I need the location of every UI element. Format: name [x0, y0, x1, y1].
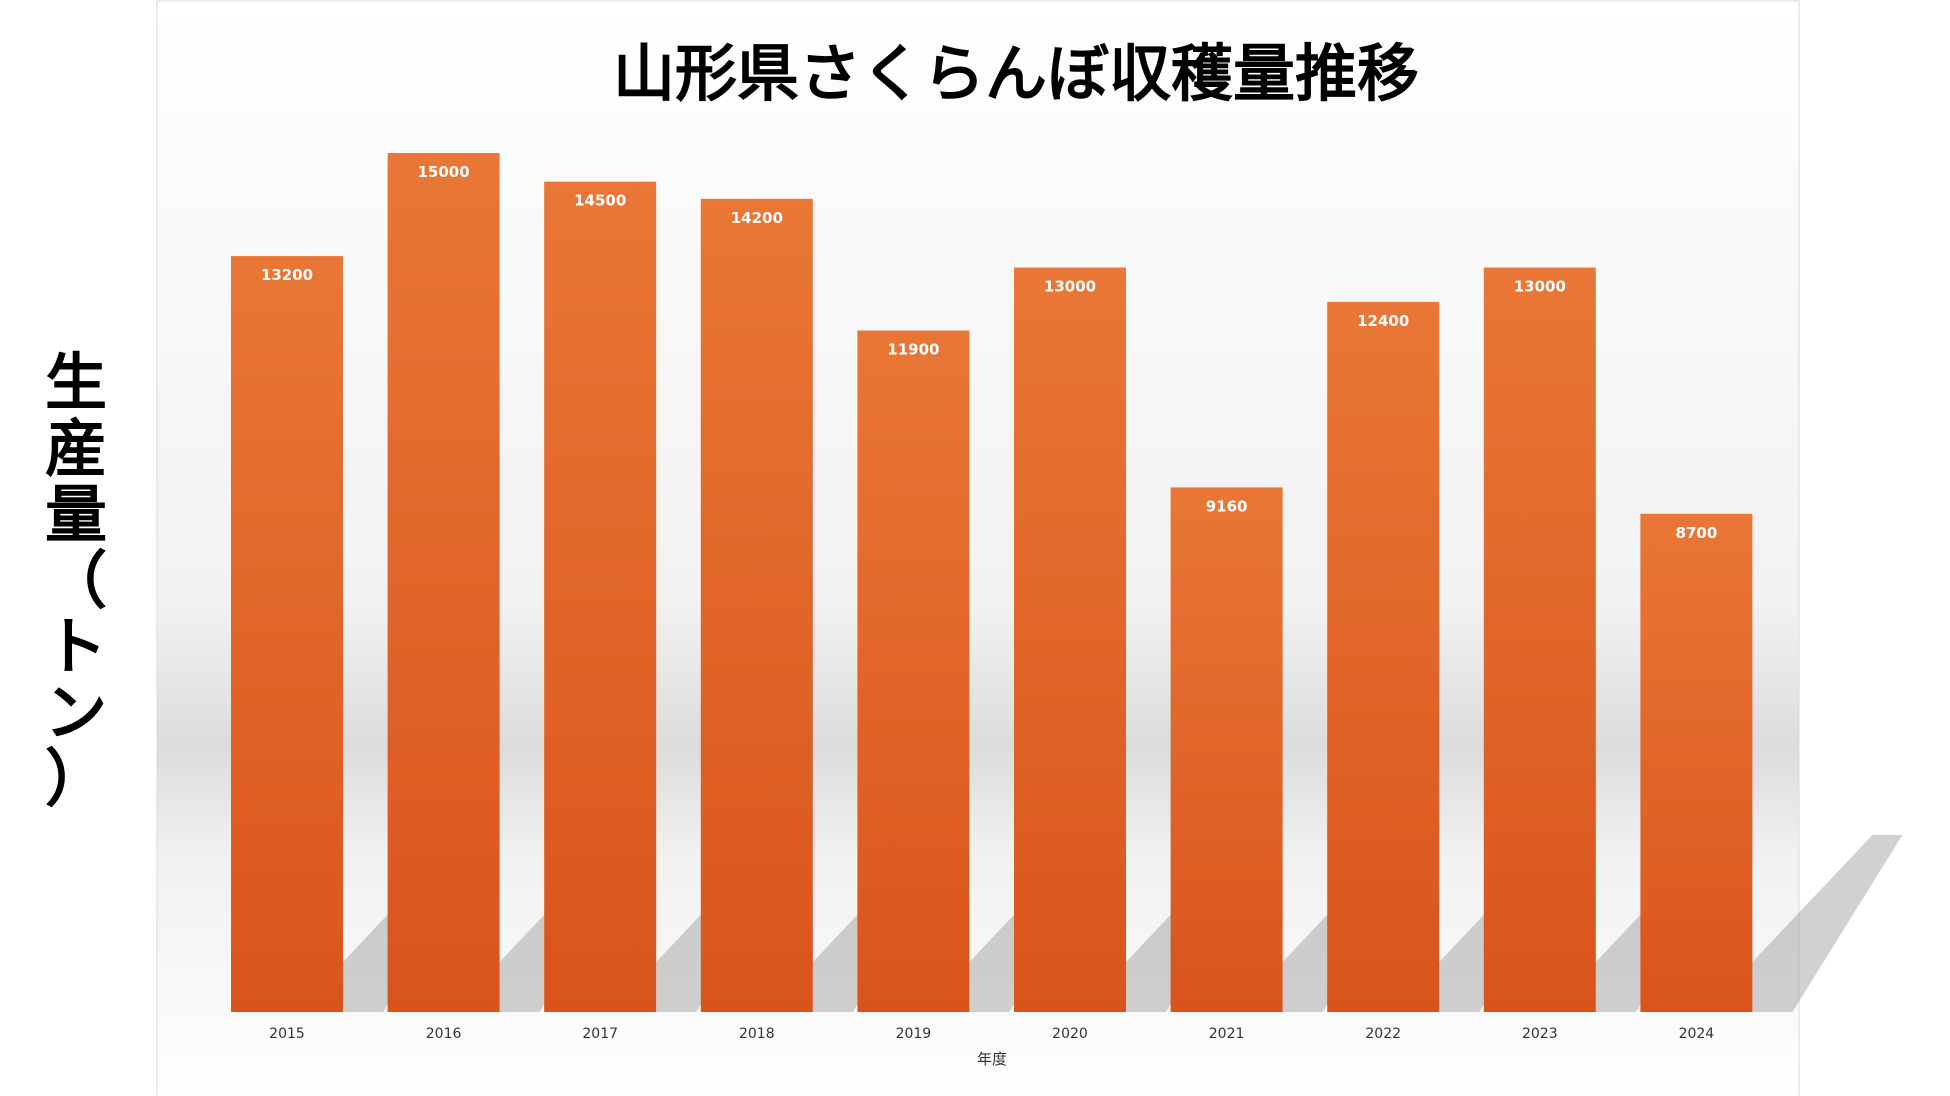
x-tick-2023: 2023 [1522, 1026, 1558, 1042]
value-label-2019: 11900 [887, 341, 939, 359]
y-axis-label-char: ン [44, 676, 107, 749]
value-label-2018: 14200 [731, 209, 783, 227]
x-tick-2022: 2022 [1365, 1026, 1401, 1042]
value-label-2021: 9160 [1206, 497, 1248, 515]
bar-2024 [1640, 513, 1753, 1012]
x-tick-2021: 2021 [1209, 1026, 1245, 1042]
value-label-2024: 8700 [1676, 524, 1718, 542]
x-tick-labels: 2015 2016 2017 2018 2019 2020 2021 2022 2023 2024 [269, 1026, 1714, 1042]
bar-2017 [544, 181, 657, 1013]
y-axis-label-char: 生 [44, 346, 107, 419]
y-axis-label: 生産量（トン） [36, 350, 116, 812]
y-axis-label-char: ト [44, 610, 107, 683]
x-tick-2018: 2018 [739, 1026, 775, 1042]
x-tick-2015: 2015 [269, 1026, 305, 1042]
value-label-2015: 13200 [261, 266, 313, 284]
x-tick-2017: 2017 [582, 1026, 618, 1042]
value-labels: 13200 15000 14500 14200 11900 13000 9160 12400 1… [261, 163, 1717, 542]
bar-2021 [1170, 487, 1283, 1012]
bars-group [231, 153, 1753, 1013]
bar-2019 [857, 330, 970, 1012]
y-axis-label-char: ） [44, 742, 107, 815]
value-label-2023: 13000 [1514, 278, 1566, 296]
x-tick-2019: 2019 [896, 1026, 932, 1042]
bar-shadow [1752, 835, 1903, 1012]
chart-title: 山形県さくらんぼ収穫量推移 [613, 37, 1419, 110]
bar-2015 [231, 256, 343, 1013]
value-label-2017: 14500 [574, 192, 626, 210]
bar-2020 [1014, 267, 1126, 1012]
value-label-2016: 15000 [418, 163, 470, 181]
bar-2018 [700, 198, 813, 1012]
x-axis-label: 年度 [977, 1050, 1007, 1068]
bar-2023 [1483, 267, 1596, 1012]
value-label-2020: 13000 [1044, 278, 1096, 296]
x-tick-2016: 2016 [426, 1026, 462, 1042]
bar-2022 [1327, 301, 1440, 1013]
bar-2016 [387, 153, 500, 1012]
y-axis-label-char: 量 [44, 478, 107, 551]
x-tick-2024: 2024 [1679, 1026, 1715, 1042]
x-tick-2020: 2020 [1052, 1026, 1088, 1042]
y-axis-label-char: （ [44, 544, 107, 617]
y-axis-label-char: 産 [44, 412, 107, 485]
value-label-2022: 12400 [1357, 312, 1409, 330]
